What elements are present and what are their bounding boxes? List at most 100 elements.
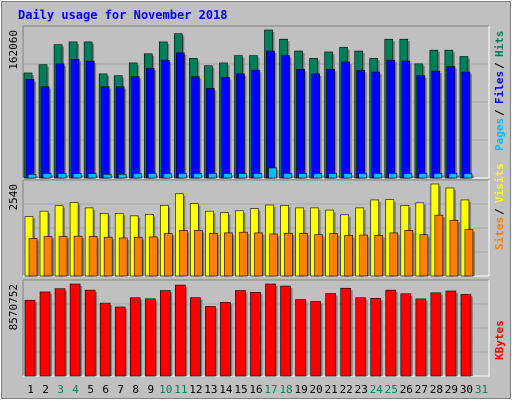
bar-files-4 [70,58,80,179]
bar-sites-1 [28,238,38,277]
bar-files-14 [221,77,230,179]
bar-files-2 [40,86,50,179]
bar-files-18 [281,55,290,179]
bar-pages-8 [132,173,142,179]
x-tick-label-18: 18 [279,383,292,396]
legend-files: Files [493,71,506,104]
bar-kbytes-19 [295,299,306,377]
bar-files-30 [461,71,471,179]
bar-sites-18 [284,232,293,277]
bar-pages-11 [178,173,187,179]
y-max-label: 162060 [7,30,20,70]
bar-kbytes-14 [220,302,231,377]
bar-files-17 [266,50,275,179]
bar-pages-27 [418,173,428,179]
x-tick-label-29: 29 [445,383,458,396]
bar-files-8 [130,76,140,179]
x-tick-label-19: 19 [294,383,307,396]
bar-pages-7 [117,174,127,179]
bar-files-7 [115,86,125,179]
bar-pages-15 [238,173,247,179]
bar-pages-3 [57,173,67,179]
bar-sites-13 [209,232,218,277]
bar-files-6 [100,86,110,179]
bar-kbytes-10 [159,290,171,377]
bar-kbytes-9 [144,298,156,377]
bar-sites-4 [73,235,83,277]
bar-sites-24 [374,235,384,277]
bar-kbytes-20 [310,301,321,377]
x-tick-label-2: 2 [42,383,49,396]
x-tick-label-3: 3 [57,383,64,396]
bar-files-5 [85,60,95,179]
x-tick-label-4: 4 [72,383,79,396]
bar-files-12 [191,76,200,179]
bar-pages-12 [193,173,202,179]
bar-kbytes-4 [69,283,81,377]
bar-kbytes-11 [175,284,186,377]
bar-sites-8 [133,236,143,277]
bar-sites-17 [269,233,278,277]
bar-sites-16 [254,232,263,277]
x-tick-label-9: 9 [147,383,154,396]
bar-sites-14 [224,232,233,277]
bar-pages-20 [313,173,322,179]
bar-sites-3 [58,236,68,277]
bar-kbytes-27 [415,298,427,377]
bar-kbytes-2 [39,291,51,377]
bar-files-10 [160,59,170,179]
bar-pages-10 [162,173,172,179]
bar-files-29 [446,66,456,179]
x-tick-label-12: 12 [189,383,202,396]
bar-sites-12 [194,230,203,277]
panel-3: 8570752 KBytes [7,279,506,377]
bar-sites-27 [419,234,429,277]
legend: KBytes [493,320,506,360]
y-max-label: 8570752 [7,284,20,330]
bar-pages-9 [147,173,157,179]
legend: Sites / Visits [493,163,506,250]
legend-hits: Hits [493,31,506,58]
bar-kbytes-16 [250,291,261,377]
bar-files-28 [431,70,441,179]
x-tick-label-27: 27 [415,383,428,396]
x-tick-label-30: 30 [460,383,473,396]
bar-files-15 [236,73,245,179]
bar-pages-26 [403,173,413,179]
bar-pages-4 [72,173,82,179]
x-tick-label-21: 21 [325,383,338,396]
bar-files-13 [206,88,215,179]
x-tick-label-23: 23 [355,383,368,396]
bar-kbytes-22 [340,287,351,377]
x-tick-label-14: 14 [219,383,233,396]
bar-kbytes-23 [355,297,367,377]
x-tick-label-5: 5 [87,383,94,396]
x-tick-label-20: 20 [310,383,323,396]
bar-pages-13 [208,173,217,179]
bar-kbytes-26 [400,293,412,377]
chart-title: Daily usage for November 2018 [18,8,228,22]
legend-sites: Sites [493,217,506,250]
bar-kbytes-18 [280,285,291,377]
x-tick-label-22: 22 [340,383,353,396]
bar-pages-23 [358,173,368,179]
bar-files-9 [145,68,155,179]
x-tick-label-17: 17 [264,383,277,396]
bar-files-3 [55,63,65,179]
bar-sites-6 [103,236,113,277]
legend-visits: Visits [493,163,506,203]
bar-sites-25 [389,232,399,277]
bar-kbytes-15 [235,290,246,377]
bar-files-1 [25,79,35,179]
x-tick-label-7: 7 [117,383,124,396]
x-tick-label-15: 15 [234,383,247,396]
bar-kbytes-8 [129,297,141,377]
bar-files-23 [356,69,366,179]
bar-kbytes-29 [445,290,457,377]
bar-sites-28 [434,214,444,277]
x-tick-label-6: 6 [102,383,109,396]
legend-pages: Pages [493,118,506,151]
bar-pages-22 [343,173,352,179]
